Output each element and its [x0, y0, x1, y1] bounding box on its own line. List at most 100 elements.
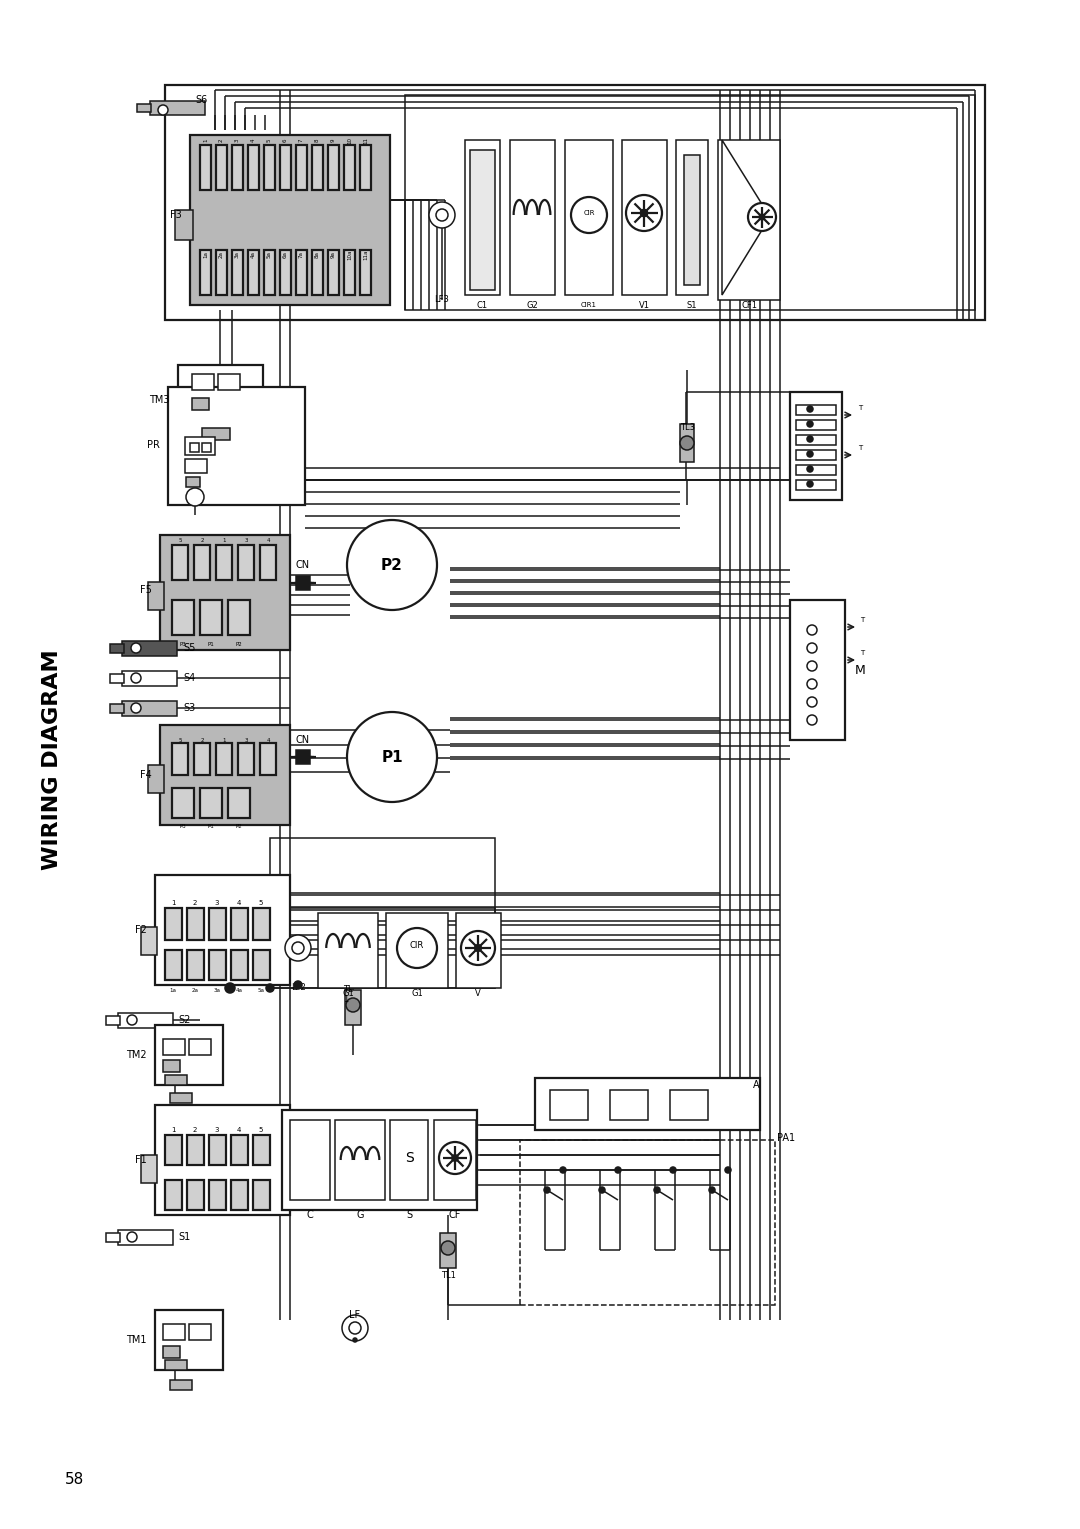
Text: P3: P3 [179, 642, 187, 647]
Text: V: V [475, 989, 481, 997]
Bar [680, 424, 694, 462]
Bar [148, 583, 164, 610]
Text: 8: 8 [315, 138, 320, 142]
Text: 6a: 6a [283, 251, 288, 258]
Circle shape [131, 703, 141, 713]
Bar [470, 150, 495, 291]
Text: T: T [860, 618, 864, 622]
Bar [231, 908, 248, 940]
Bar [110, 644, 124, 653]
Bar [228, 599, 249, 635]
Text: 6: 6 [283, 138, 288, 142]
Text: 9a: 9a [330, 251, 336, 258]
Bar [175, 209, 193, 240]
Bar [172, 544, 188, 579]
Text: T: T [860, 650, 864, 656]
Bar [248, 251, 259, 295]
Bar [296, 576, 310, 590]
Text: 7a: 7a [299, 251, 303, 258]
Text: 8a: 8a [315, 251, 320, 258]
Bar [202, 428, 230, 440]
Bar [168, 387, 305, 505]
Text: CIR: CIR [583, 209, 595, 216]
Circle shape [626, 196, 662, 231]
Bar [718, 141, 780, 300]
Text: T: T [858, 445, 862, 451]
Bar [163, 1346, 180, 1358]
Text: S6: S6 [195, 95, 207, 106]
Text: P2: P2 [235, 824, 242, 829]
Bar [163, 1324, 185, 1339]
Text: F2: F2 [135, 925, 147, 936]
Text: 3a: 3a [214, 988, 220, 992]
Bar [386, 913, 448, 988]
Text: TM2: TM2 [126, 1050, 147, 1060]
Bar [163, 1060, 180, 1072]
Text: 7: 7 [299, 138, 303, 142]
Bar [253, 1180, 270, 1209]
Text: 2a: 2a [191, 988, 199, 992]
Bar [187, 1180, 204, 1209]
Text: CF: CF [449, 1209, 461, 1220]
Bar [280, 145, 291, 190]
Text: LF3: LF3 [434, 295, 449, 304]
Bar [312, 145, 323, 190]
Circle shape [353, 1338, 357, 1342]
Text: C1: C1 [476, 301, 487, 309]
Bar [232, 251, 243, 295]
Bar [172, 599, 194, 635]
Bar [465, 141, 500, 295]
Bar [216, 743, 232, 775]
Text: 5a: 5a [257, 988, 265, 992]
Bar [238, 544, 254, 579]
Text: S5: S5 [183, 644, 195, 653]
Bar [510, 141, 555, 295]
Text: LF2: LF2 [291, 983, 306, 992]
Circle shape [441, 1242, 455, 1255]
Text: P1: P1 [381, 749, 403, 764]
Text: PR: PR [147, 440, 160, 450]
Text: TM1: TM1 [126, 1335, 147, 1346]
Bar [789, 599, 845, 740]
Bar [228, 787, 249, 818]
Text: 5: 5 [259, 1127, 264, 1133]
Circle shape [474, 945, 482, 951]
Bar [296, 251, 307, 295]
Bar [186, 477, 200, 488]
Text: 5: 5 [178, 737, 181, 743]
Circle shape [561, 1167, 566, 1173]
Text: 10: 10 [347, 136, 352, 144]
Text: TL3: TL3 [680, 424, 696, 433]
Bar [150, 101, 205, 115]
Circle shape [807, 420, 813, 427]
Text: G1: G1 [342, 989, 354, 997]
Bar [312, 251, 323, 295]
Text: S: S [406, 1209, 413, 1220]
Circle shape [807, 644, 816, 653]
Bar [253, 908, 270, 940]
Text: S1: S1 [687, 301, 698, 309]
Circle shape [599, 1187, 605, 1193]
Bar [789, 391, 842, 500]
Circle shape [127, 1232, 137, 1242]
Bar [405, 95, 975, 310]
Text: G1: G1 [411, 989, 423, 997]
Text: 4a: 4a [251, 251, 256, 258]
Bar [200, 787, 222, 818]
Text: 4: 4 [237, 901, 241, 907]
Bar [216, 145, 227, 190]
Bar [622, 141, 667, 295]
Bar [210, 1135, 226, 1165]
Bar [110, 674, 124, 683]
Text: CIR1: CIR1 [581, 303, 597, 307]
Bar [335, 1121, 384, 1200]
Bar [187, 908, 204, 940]
Bar [360, 145, 372, 190]
Bar [216, 544, 232, 579]
Text: CN: CN [296, 560, 310, 570]
Text: S1: S1 [178, 1232, 190, 1242]
Circle shape [807, 697, 816, 706]
Text: M: M [855, 664, 866, 676]
Circle shape [342, 1315, 368, 1341]
Circle shape [571, 197, 607, 232]
